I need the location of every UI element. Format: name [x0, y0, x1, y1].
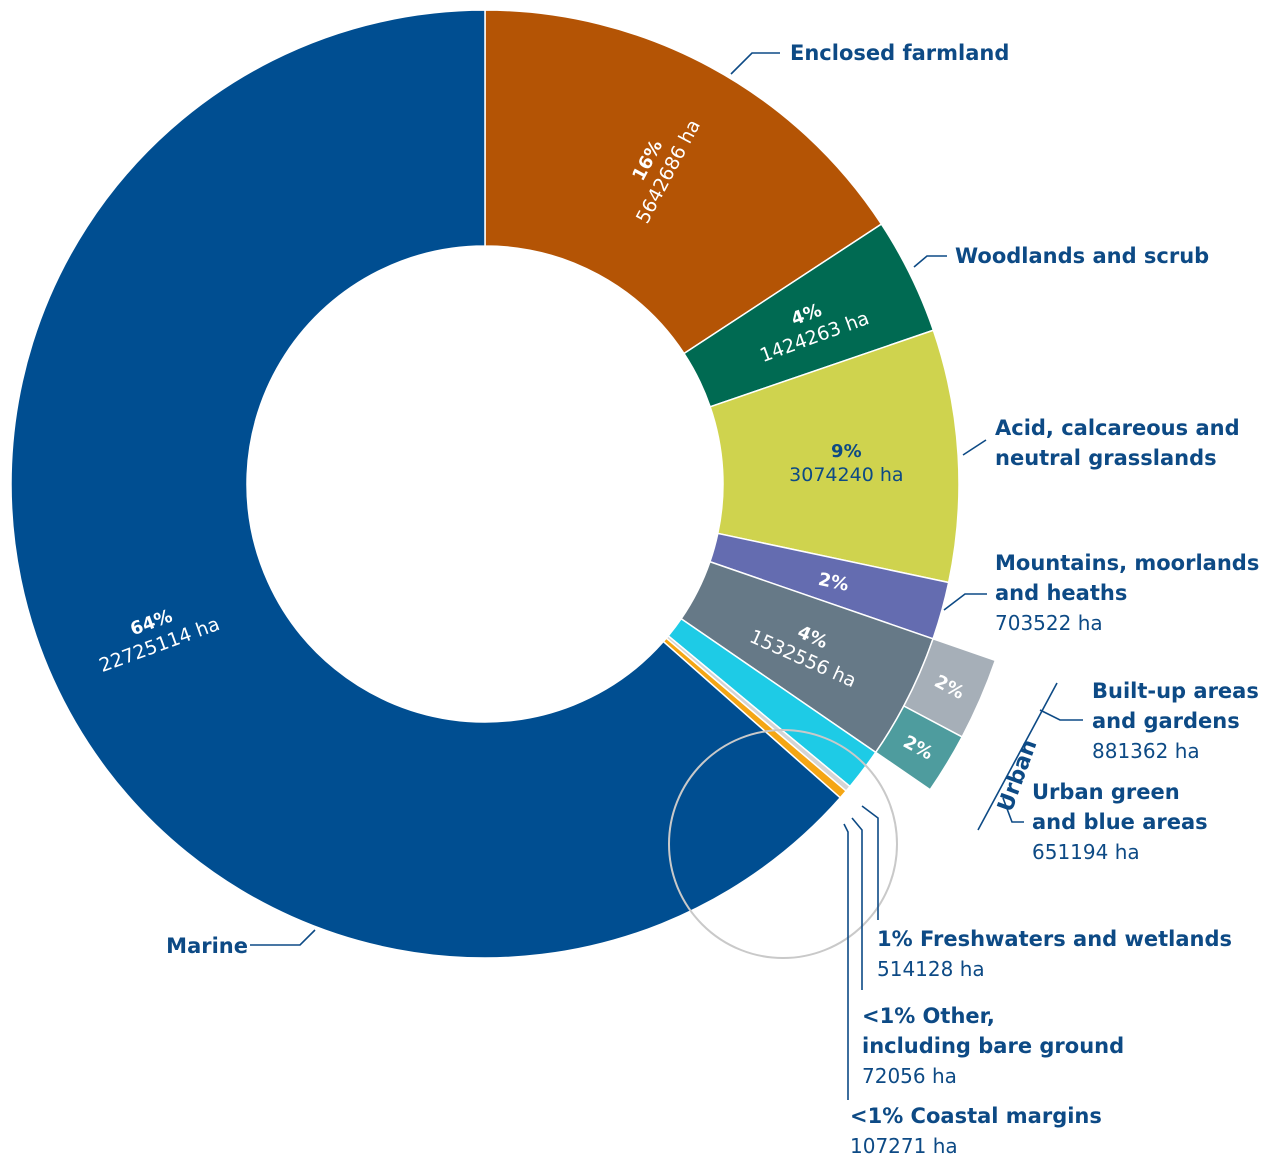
- label-woodlands-and-scrub: Woodlands and scrub: [955, 244, 1209, 268]
- leader-lines: [250, 52, 1083, 1100]
- category-name: neutral grasslands: [995, 446, 1217, 470]
- slice-marine: [10, 9, 842, 959]
- category-value: 651194 ha: [1032, 840, 1140, 864]
- leader-line: [730, 52, 780, 75]
- inside-label-acid-calcareous-and-neutral-grasslands: 9%3074240 ha: [789, 441, 903, 486]
- outside-labels: Enclosed farmland Woodlands and scrub Acid…: [166, 41, 1259, 1158]
- label-enclosed-farmland: Enclosed farmland: [790, 41, 1009, 65]
- label-acid-calcareous-and-neutral-grasslands: Acid, calcareous and neutral grasslands: [995, 416, 1240, 470]
- category-name: Urban green: [1032, 780, 1180, 804]
- leader-line: [977, 682, 1058, 831]
- category-name: Woodlands and scrub: [955, 244, 1209, 268]
- category-value: 881362 ha: [1092, 739, 1200, 763]
- category-name: Acid, calcareous and: [995, 416, 1240, 440]
- category-value: 72056 ha: [862, 1064, 957, 1088]
- category-name: 1% Freshwaters and wetlands: [877, 927, 1232, 951]
- leader-line: [861, 805, 879, 920]
- category-name: and blue areas: [1032, 810, 1208, 834]
- category-name: Built-up areas: [1092, 679, 1259, 703]
- leader-line: [943, 593, 987, 611]
- category-name: <1% Coastal margins: [850, 1104, 1102, 1128]
- label-marine: Marine: [166, 934, 248, 958]
- label-urban-green-and-blue-areas: Urban green and blue areas 651194 ha: [1032, 780, 1208, 864]
- slice-acid-calcareous-and-neutral-grasslands: [709, 329, 960, 584]
- leader-line: [1002, 797, 1024, 823]
- slice-percent-label: 9%: [831, 441, 862, 462]
- leader-line: [1039, 709, 1083, 721]
- category-value: 703522 ha: [995, 611, 1103, 635]
- label-coastal-margins: <1% Coastal margins 107271 ha: [850, 1104, 1102, 1158]
- category-value: 107271 ha: [850, 1134, 958, 1158]
- label-other-including-bare-ground: <1% Other, including bare ground 72056 ha: [862, 1004, 1124, 1088]
- category-name: including bare ground: [862, 1034, 1124, 1058]
- label-mountains-moorlands-and-heaths: Mountains, moorlands and heaths 703522 ha: [995, 551, 1259, 635]
- category-name: and gardens: [1092, 709, 1240, 733]
- leader-line: [913, 255, 947, 268]
- category-name: <1% Other,: [862, 1004, 995, 1028]
- urban-part-urban-green-and-blue-areas: [874, 705, 964, 791]
- category-name: Mountains, moorlands: [995, 551, 1259, 575]
- leader-line: [851, 817, 863, 990]
- donut-slices: [10, 9, 960, 959]
- slice-value-label: 3074240 ha: [789, 464, 903, 486]
- leader-line: [250, 929, 316, 946]
- slice-enclosed-farmland: [484, 9, 883, 355]
- zoom-circle: [668, 729, 898, 959]
- label-built-up-areas-and-gardens: Built-up areas and gardens 881362 ha: [1092, 679, 1259, 763]
- leader-line: [962, 439, 987, 456]
- category-name: Marine: [166, 934, 248, 958]
- category-name: and heaths: [995, 581, 1127, 605]
- category-name: Enclosed farmland: [790, 41, 1009, 65]
- category-value: 514128 ha: [877, 957, 985, 981]
- leader-line: [843, 823, 849, 1100]
- label-freshwaters-and-wetlands: 1% Freshwaters and wetlands 514128 ha: [877, 927, 1232, 981]
- urban-breakdown-arc: [874, 637, 997, 791]
